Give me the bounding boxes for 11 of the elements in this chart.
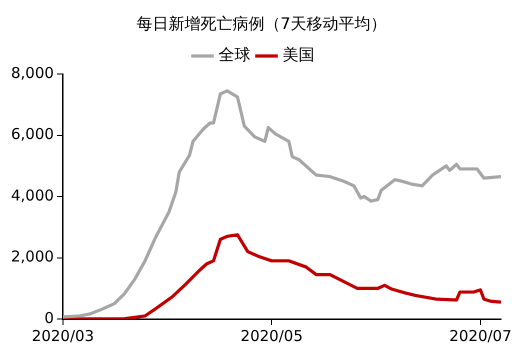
y-tick-label: 6,000: [10, 125, 54, 144]
y-tick-label: 0: [44, 308, 54, 327]
x-tick-label: 2020/07: [449, 326, 512, 345]
legend-label: 美国: [282, 45, 314, 64]
y-tick-label: 2,000: [10, 248, 54, 266]
y-tick-label: 8,000: [10, 64, 54, 82]
legend-label: 全球: [218, 45, 250, 64]
x-tick-label: 2020/05: [240, 326, 303, 345]
y-tick-label: 4,000: [10, 186, 54, 204]
chart-title: 每日新增死亡病例（7天移动平均）: [135, 14, 388, 35]
x-tick-label: 2020/03: [32, 326, 94, 345]
